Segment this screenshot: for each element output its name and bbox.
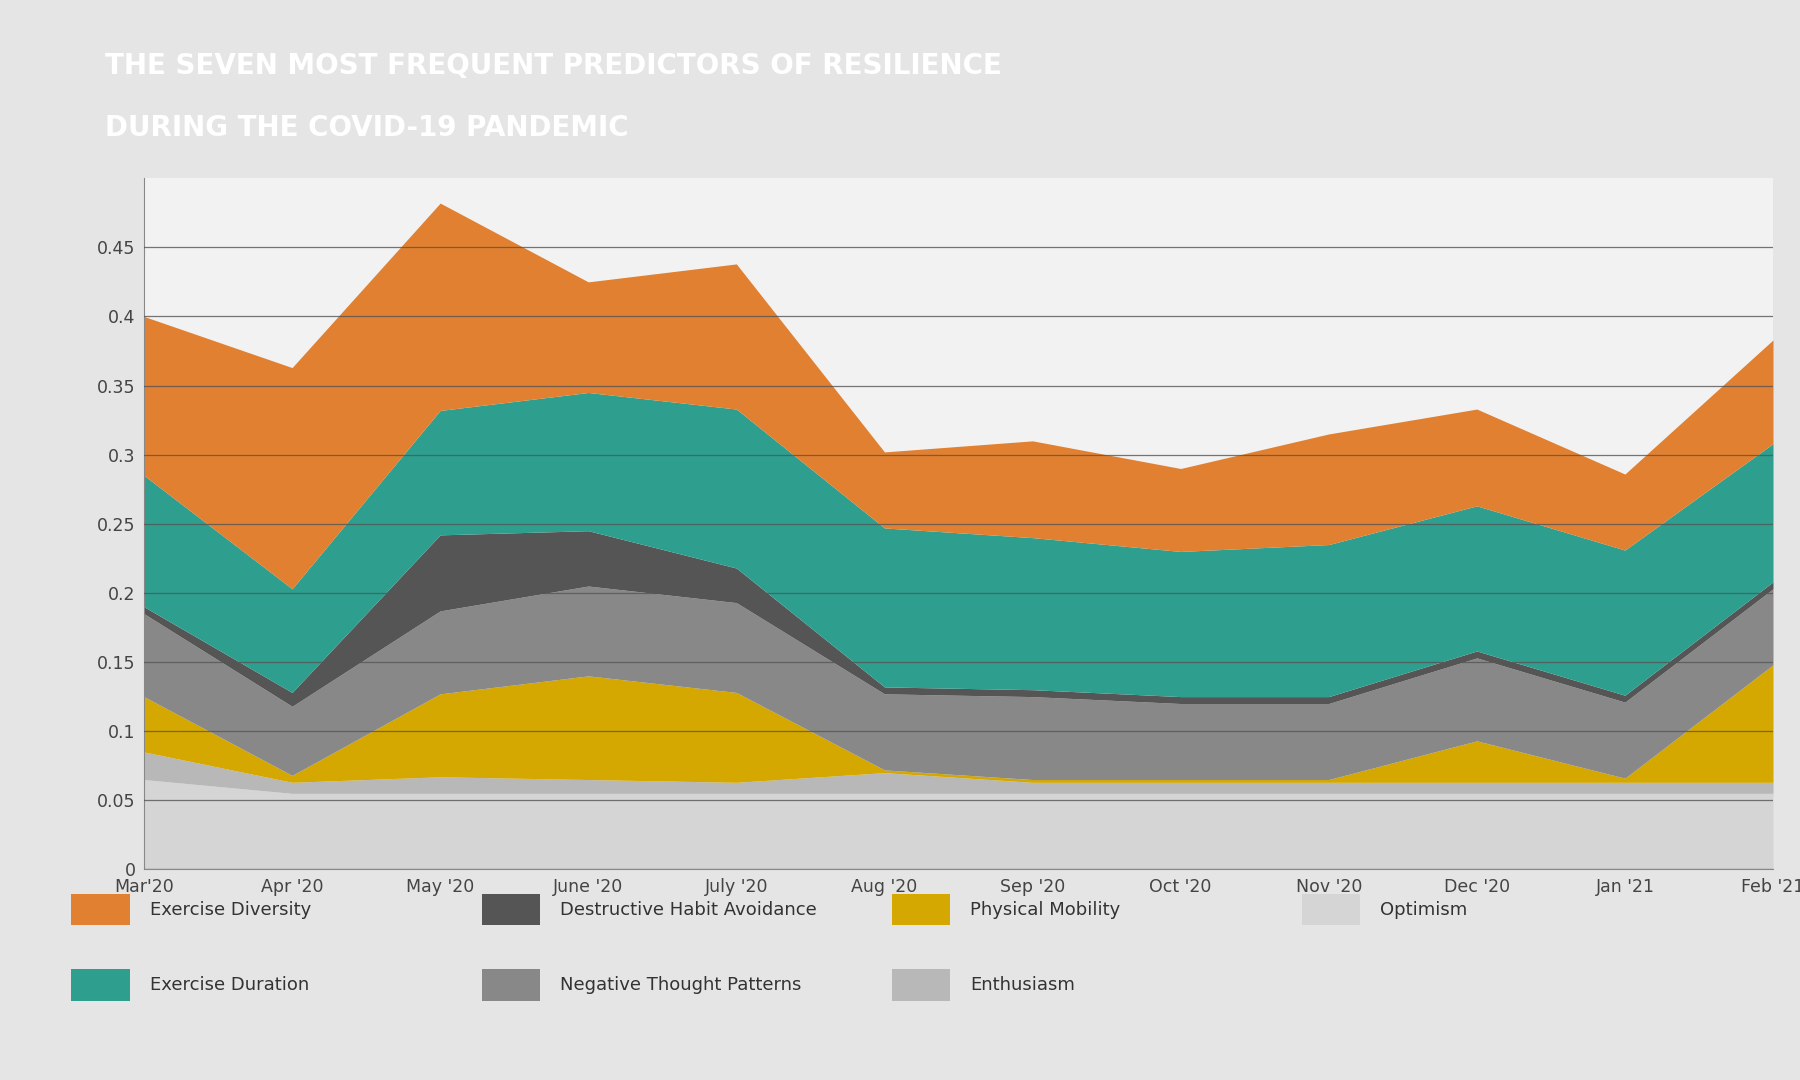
Text: Optimism: Optimism (1381, 901, 1467, 919)
Bar (482, 894, 540, 926)
Text: Destructive Habit Avoidance: Destructive Habit Avoidance (560, 901, 817, 919)
Bar (482, 970, 540, 1000)
Text: Enthusiasm: Enthusiasm (970, 976, 1075, 994)
Bar (1301, 894, 1361, 926)
Text: Exercise Diversity: Exercise Diversity (149, 901, 311, 919)
Text: DURING THE COVID-19 PANDEMIC: DURING THE COVID-19 PANDEMIC (104, 114, 628, 143)
Text: Negative Thought Patterns: Negative Thought Patterns (560, 976, 801, 994)
Bar (891, 894, 950, 926)
Bar (72, 970, 130, 1000)
Text: Exercise Duration: Exercise Duration (149, 976, 310, 994)
Bar (891, 970, 950, 1000)
Text: THE SEVEN MOST FREQUENT PREDICTORS OF RESILIENCE: THE SEVEN MOST FREQUENT PREDICTORS OF RE… (104, 52, 1003, 80)
Bar (72, 894, 130, 926)
Text: Physical Mobility: Physical Mobility (970, 901, 1121, 919)
